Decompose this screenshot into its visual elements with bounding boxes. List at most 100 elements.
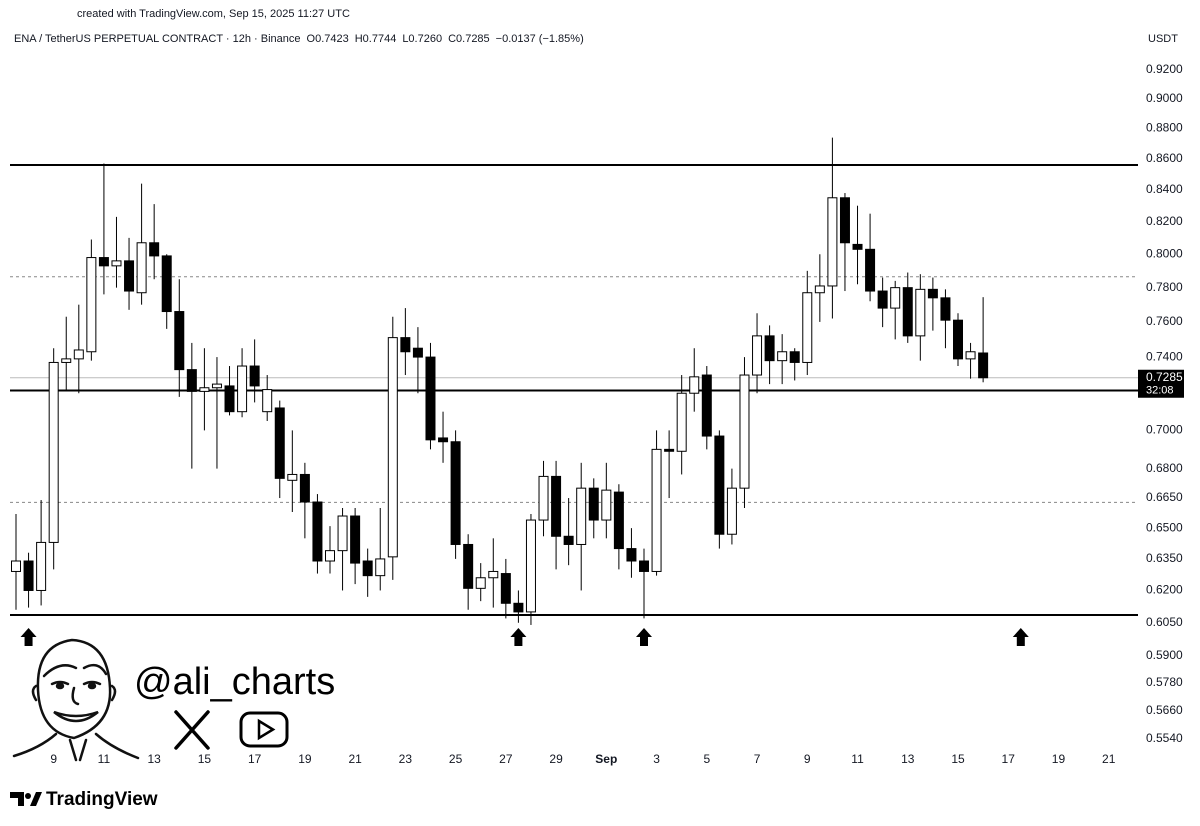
candle-body (475, 577, 486, 589)
y-tick-label: 0.8400 (1146, 182, 1183, 196)
candle-body (752, 335, 763, 376)
candle-body (802, 292, 813, 363)
x-tick-label: 27 (499, 752, 513, 766)
candle-body (450, 441, 461, 545)
candle-body (362, 560, 373, 577)
candle-body (701, 374, 712, 437)
y-tick-label: 0.7800 (1146, 280, 1183, 294)
candle-body (425, 356, 436, 441)
x-tick-label: 15 (198, 752, 212, 766)
arrow (1012, 628, 1029, 646)
tradingview-logo (10, 792, 42, 806)
x-tick-label: 11 (98, 752, 111, 766)
candle-body (73, 349, 84, 360)
y-tick-label: 0.9000 (1146, 91, 1183, 105)
candle-body (350, 515, 361, 564)
x-tick-label: 15 (951, 752, 965, 766)
stat: C0.7285 (448, 33, 490, 45)
candle-body (211, 383, 222, 389)
price-label-box (1138, 369, 1184, 398)
candle-body (36, 541, 47, 591)
y-tick-label: 0.6800 (1146, 461, 1183, 475)
y-tick-label: 0.7400 (1146, 349, 1183, 363)
candle-body (124, 260, 135, 292)
candle-body (199, 387, 210, 392)
y-tick-label: 0.9200 (1146, 62, 1183, 76)
candle-body (915, 288, 926, 337)
x-tick-label: 29 (549, 752, 563, 766)
stat: H0.7744 (355, 33, 397, 45)
footer-brand: TradingView (46, 789, 158, 810)
x-tick-label: 17 (248, 752, 262, 766)
candle-body (739, 374, 750, 489)
candle-body (965, 351, 976, 360)
candle-body (978, 352, 989, 379)
candle-body (613, 491, 624, 550)
candle-body (337, 515, 348, 552)
candle-body (375, 558, 386, 577)
candle-body (325, 550, 335, 562)
symbol: ENA / TetherUS PERPETUAL CONTRACT · 12h … (14, 33, 301, 45)
x-tick-label: 23 (399, 752, 413, 766)
arrow (510, 628, 527, 646)
x-tick-label: 13 (901, 752, 915, 766)
x-tick-label: 7 (754, 752, 761, 766)
candle-body (676, 392, 687, 452)
candle-body (86, 257, 97, 353)
candle-body (48, 361, 59, 543)
x-tick-label: 19 (298, 752, 312, 766)
arrow (20, 628, 37, 646)
y-tick-label: 0.8600 (1146, 151, 1183, 165)
candle-body (525, 519, 536, 613)
candle-body (814, 285, 825, 294)
candle-body (438, 437, 449, 443)
stat: L0.7260 (402, 33, 442, 45)
x-tick-label: 5 (703, 752, 710, 766)
candle-body (287, 473, 298, 481)
candle-body (11, 560, 21, 572)
candle-body (852, 243, 863, 250)
candle-body (387, 337, 398, 558)
candle-body (186, 369, 197, 392)
y-tick-label: 0.6500 (1146, 520, 1183, 534)
candle-body (877, 290, 888, 309)
candle-body (400, 337, 411, 353)
candle-body (601, 489, 612, 521)
x-tick-label: 25 (449, 752, 463, 766)
x-tick-label: 3 (653, 752, 660, 766)
candle-body (299, 473, 310, 503)
candle-body (149, 242, 160, 257)
candle-body (111, 260, 122, 267)
candle-body (689, 376, 700, 394)
price-label: 0.7285 (1146, 370, 1183, 384)
x-tick-label: 21 (1102, 752, 1116, 766)
candle-body (136, 242, 147, 294)
x-tick-label: 13 (147, 752, 161, 766)
y-tick-label: 0.7000 (1146, 423, 1183, 437)
candle-body (827, 197, 838, 287)
candle-body (312, 501, 323, 562)
candle-body (839, 197, 850, 244)
y-tick-label: 0.8000 (1146, 246, 1183, 260)
plot-area: 0.9200 0.9000 0.8800 0.8600 0.8400 0.8200 0.80… (10, 62, 1184, 766)
candle-body (639, 560, 649, 572)
candle-body (551, 475, 562, 537)
candle-body (500, 573, 511, 604)
candle-body (224, 385, 235, 413)
candle-body (865, 248, 876, 292)
candle-body (174, 311, 185, 371)
candle-body (98, 257, 109, 267)
candle-body (412, 347, 423, 358)
x-tick-label: Sep (595, 752, 617, 766)
candle-body (789, 351, 800, 363)
candle-body (890, 287, 901, 309)
y-tick-label: 0.8800 (1146, 121, 1183, 135)
y-tick-label: 0.5660 (1146, 703, 1183, 717)
candle-body (726, 487, 737, 535)
candle-body (626, 548, 637, 562)
candle-body (664, 448, 675, 452)
y-tick-label: 0.6650 (1146, 490, 1183, 504)
y-tick-label: 0.7600 (1146, 314, 1183, 328)
y-tick-label: 0.8200 (1146, 214, 1183, 228)
